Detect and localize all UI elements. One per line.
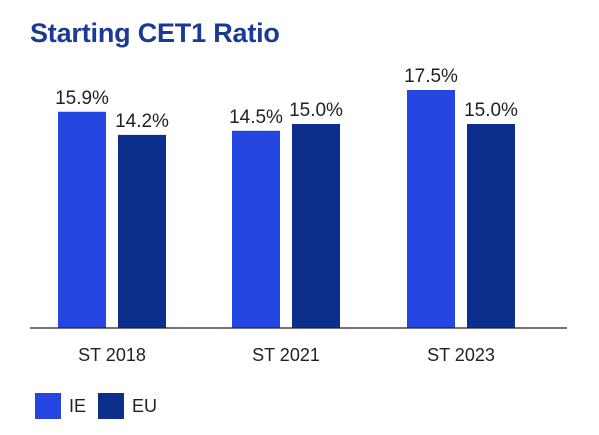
bar-eu-st-2018	[118, 134, 166, 328]
data-label-eu-st-2018: 14.2%	[115, 111, 169, 132]
x-tick-label-st-2018: ST 2018	[78, 345, 146, 365]
x-tick-labels-group: ST 2018 ST 2021 ST 2023	[78, 345, 495, 365]
legend-item-ie: IE	[35, 393, 86, 419]
legend-item-eu: EU	[98, 393, 157, 419]
legend-swatch-eu	[98, 393, 125, 419]
legend-label-ie: IE	[69, 395, 87, 416]
x-tick-label-st-2021: ST 2021	[252, 345, 320, 365]
legend-swatch-ie	[35, 393, 61, 419]
chart-title: Starting CET1 Ratio	[30, 18, 280, 48]
data-label-eu-st-2021: 15.0%	[289, 100, 343, 121]
bar-ie-st-2021	[232, 130, 280, 328]
data-label-ie-st-2021: 14.5%	[229, 107, 283, 128]
legend: IE EU	[35, 392, 169, 420]
bar-ie-st-2018	[58, 111, 106, 328]
bar-ie-st-2023	[407, 90, 455, 328]
bars-group: 15.9% 14.2% 14.5% 15.0% 17.5% 15.0%	[55, 66, 518, 328]
x-tick-label-st-2023: ST 2023	[427, 345, 495, 365]
data-label-ie-st-2023: 17.5%	[404, 66, 458, 87]
bar-eu-st-2023	[467, 124, 515, 328]
data-label-ie-st-2018: 15.9%	[55, 88, 109, 109]
legend-label-eu: EU	[132, 395, 158, 416]
bar-eu-st-2021	[292, 124, 340, 328]
data-label-eu-st-2023: 15.0%	[464, 100, 518, 121]
